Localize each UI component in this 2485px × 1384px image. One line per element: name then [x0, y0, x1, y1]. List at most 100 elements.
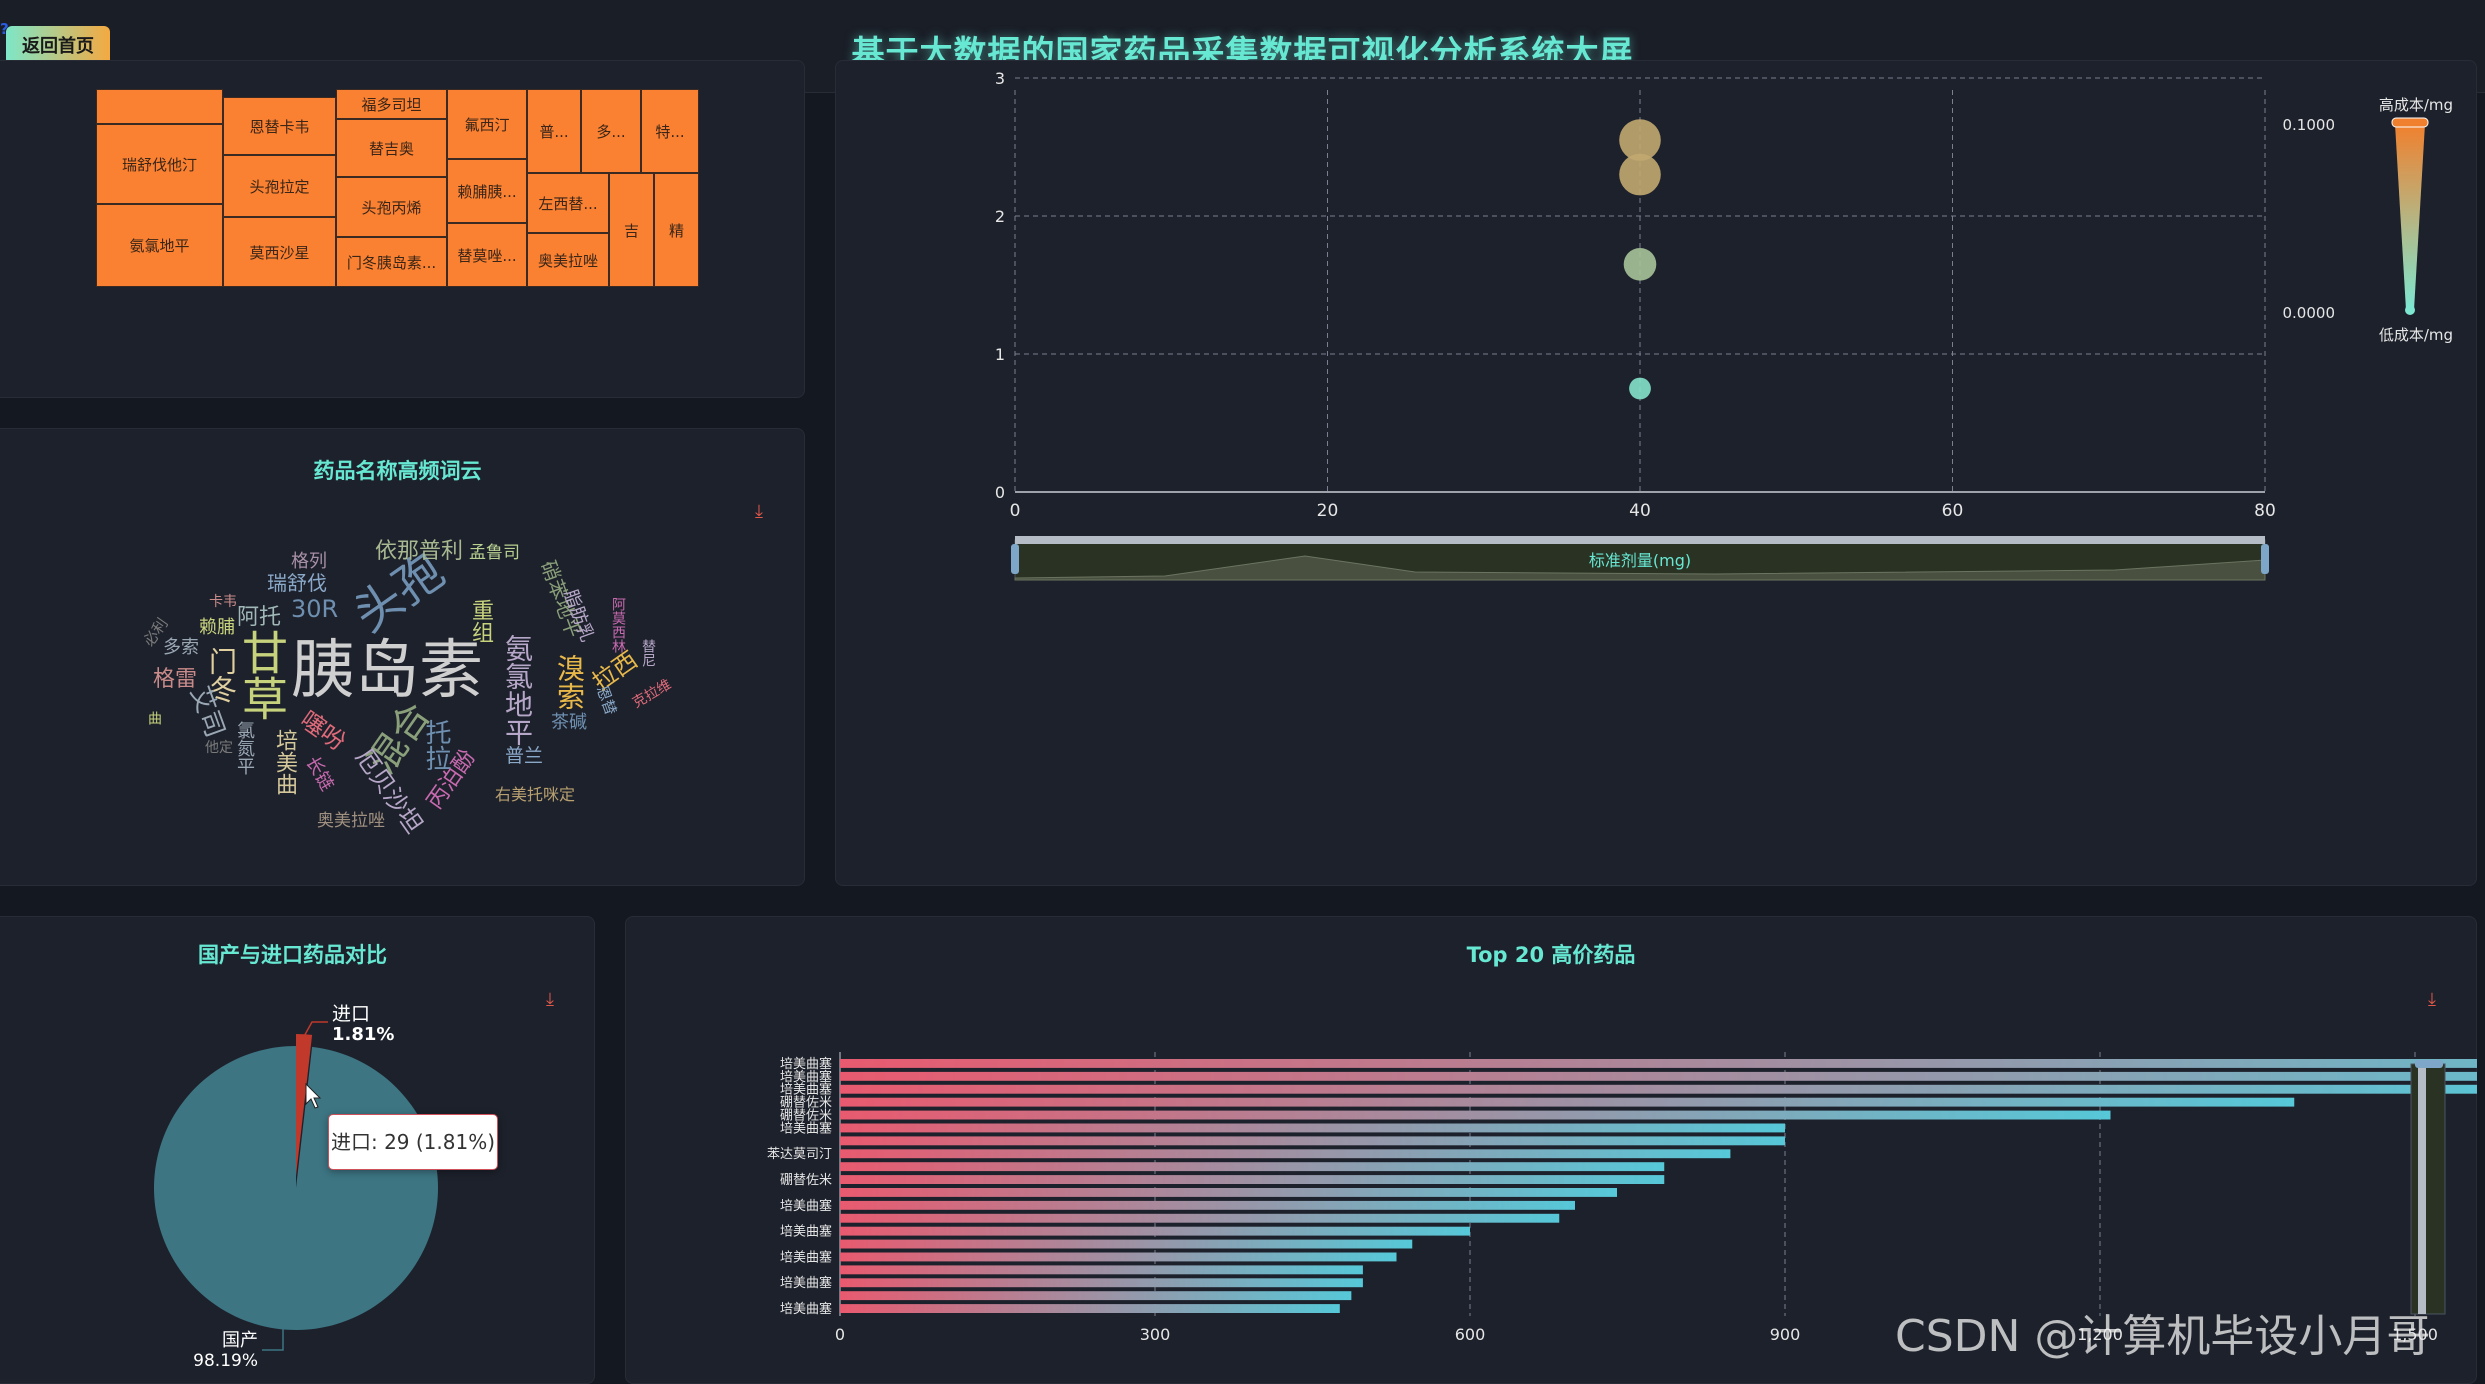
bar	[840, 1239, 1413, 1249]
word: 瑞舒伐	[267, 571, 327, 595]
word: 阿托	[237, 605, 282, 630]
treemap-cell[interactable]: 奥美拉唑	[527, 233, 609, 287]
bar	[840, 1252, 1397, 1262]
bar-category-label: 硼替佐米	[780, 1096, 832, 1111]
bar-x-tick: 900	[1770, 1325, 1801, 1344]
bar	[840, 1084, 2477, 1094]
word: 恩替	[592, 683, 621, 718]
word: 培美曲	[272, 729, 297, 795]
treemap-cell[interactable]: 赖脯胰...	[447, 159, 527, 223]
visualmap-handle-bottom	[2405, 305, 2415, 315]
treemap-cell[interactable]: 吉	[609, 173, 654, 287]
bar-x-tick: 0	[835, 1325, 845, 1344]
treemap-cell[interactable]: 精	[654, 173, 699, 287]
treemap-cell[interactable]: 多...	[581, 89, 641, 173]
bar-category-label: 硼替佐米	[780, 1173, 832, 1188]
bar	[840, 1123, 1785, 1133]
word: 右美托咪定	[495, 785, 576, 804]
word: 孟鲁司	[469, 543, 520, 563]
bar-zoom-bar	[2418, 1064, 2426, 1314]
download-icon[interactable]: ⤓	[2428, 989, 2436, 1010]
bar	[840, 1226, 1470, 1236]
treemap-cell[interactable]: 头孢丙烯	[336, 177, 447, 237]
word: 替尼	[640, 639, 656, 667]
scatter-chart: 0 1 2 3 0 20 40 60 80 标准剂量(mg) 高成本/mg 0.1000 0.0000 低…	[995, 69, 2453, 581]
bar	[840, 1149, 1731, 1159]
word: 奥美拉唑	[317, 811, 385, 831]
bar	[840, 1188, 1617, 1197]
word: 30R	[291, 595, 339, 623]
scatter-point	[1629, 377, 1651, 400]
bar	[840, 1136, 1785, 1146]
bar-chart: 03006009001,2001,5001,8002,100培美曲塞培美曲塞培美…	[767, 1052, 2477, 1344]
bar	[840, 1110, 2111, 1120]
bar-category-label: 硼替佐米	[780, 1109, 832, 1124]
pie-tooltip: 进口: 29 (1.81%)	[328, 1114, 498, 1170]
bar	[840, 1097, 2295, 1107]
scatter-zoom-shape	[1014, 555, 2266, 581]
word: 卡韦	[209, 594, 237, 610]
visualmap-handle-top	[2391, 117, 2429, 128]
scatter-x-tick: 40	[1629, 501, 1651, 521]
treemap-cell[interactable]: 头孢拉定	[223, 155, 336, 217]
treemap-cell[interactable]: 特...	[641, 89, 699, 173]
pie-label: 国产	[222, 1330, 258, 1351]
word: 茶碱	[551, 712, 587, 733]
word: 长链	[301, 752, 338, 795]
treemap-cell[interactable]: 门冬胰岛素...	[336, 237, 447, 287]
treemap-cell[interactable]: 莫西沙星	[223, 217, 336, 287]
bar-category-label: 培美曲塞	[780, 1082, 832, 1098]
bar-category-label: 苯达莫司汀	[767, 1147, 832, 1162]
treemap-cell[interactable]: 恩替卡韦	[223, 97, 336, 155]
bar-title: Top 20 高价药品	[1466, 943, 1636, 967]
visualmap-bar	[2395, 124, 2425, 310]
treemap-cell[interactable]: 替吉奥	[336, 119, 447, 177]
download-icon[interactable]: ⤓	[755, 501, 763, 522]
treemap-cell[interactable]	[96, 89, 223, 124]
scatter-y-tick: 2	[995, 207, 1005, 226]
scatter-zoom-bar	[1015, 536, 2265, 544]
word: 他定	[205, 740, 233, 756]
visualmap-top-label: 高成本/mg	[2379, 96, 2453, 114]
scatter-panel	[835, 60, 2477, 886]
treemap-cell[interactable]: 氟西汀	[447, 89, 527, 159]
scatter-y-tick: 1	[995, 345, 1005, 364]
word: 曲	[146, 711, 162, 725]
bar-x-tick: 600	[1455, 1325, 1486, 1344]
scatter-x-tick: 80	[2254, 501, 2276, 521]
bar-category-label: 培美曲塞	[780, 1120, 832, 1136]
scatter-x-tick: 20	[1317, 501, 1339, 521]
bar	[840, 1071, 2477, 1081]
pie-label-value: 98.19%	[193, 1351, 258, 1371]
treemap-cell[interactable]: 替莫唑...	[447, 223, 527, 287]
wordcloud-title: 药品名称高频词云	[313, 459, 482, 483]
visualmap-min-label: 0.0000	[2283, 304, 2336, 322]
bar-category-label: 培美曲塞	[780, 1224, 832, 1240]
bar	[840, 1278, 1363, 1288]
download-icon[interactable]: ⤓	[546, 989, 554, 1010]
bar-zoom-handle	[2415, 1060, 2443, 1068]
treemap-cell[interactable]: 普...	[527, 89, 581, 173]
pie-label-value: 1.81%	[332, 1024, 394, 1045]
word: 普兰	[505, 745, 544, 767]
cursor-icon	[305, 1082, 322, 1109]
scatter-x-label: 标准剂量(mg)	[1589, 551, 1691, 570]
treemap-panel: 瑞舒伐他汀 氨氯地平 恩替卡韦 头孢拉定 莫西沙星 福多司坦 替吉奥 头孢丙烯 …	[0, 60, 805, 398]
treemap-cell[interactable]: 氨氯地平	[96, 204, 223, 287]
pie-label: 进口	[332, 1003, 370, 1025]
bar-x-tick: 1,500	[2392, 1325, 2438, 1344]
bar	[840, 1265, 1363, 1275]
pie-title: 国产与进口药品对比	[198, 943, 387, 967]
treemap-cell[interactable]: 左西替...	[527, 173, 609, 233]
bar	[840, 1200, 1575, 1210]
bar	[840, 1175, 1665, 1184]
scatter-x-tick: 60	[1942, 501, 1964, 521]
treemap-cell[interactable]: 福多司坦	[336, 89, 447, 119]
bar	[840, 1059, 2477, 1068]
treemap-cell[interactable]: 瑞舒伐他汀	[96, 124, 223, 204]
bar-x-tick: 1,200	[2077, 1325, 2123, 1344]
word: 赖脯	[199, 617, 235, 638]
pie-label-line	[262, 1328, 284, 1351]
back-tag: ?	[0, 20, 9, 38]
